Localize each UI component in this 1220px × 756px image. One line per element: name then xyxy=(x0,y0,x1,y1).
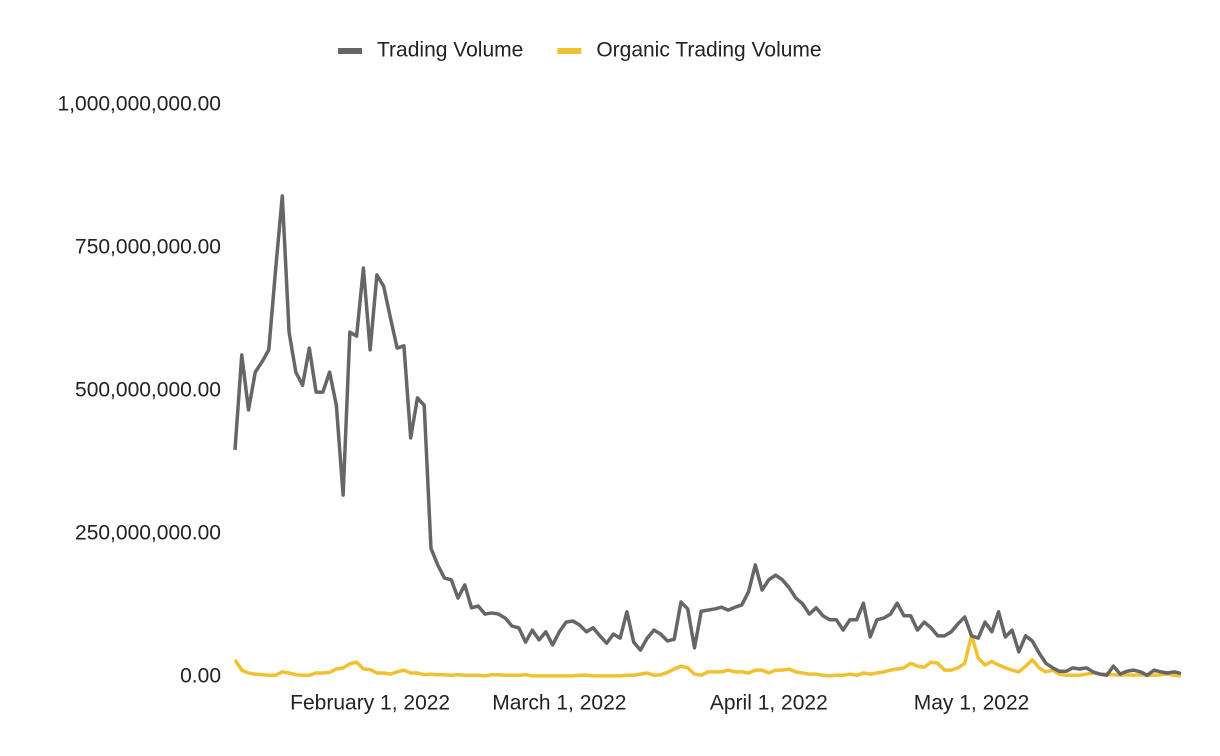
legend-label: Trading Volume xyxy=(377,39,523,62)
y-tick-label: 500,000,000.00 xyxy=(75,379,221,402)
x-tick-label: March 1, 2022 xyxy=(492,692,626,715)
y-tick-label: 750,000,000.00 xyxy=(75,236,221,259)
y-tick-label: 0.00 xyxy=(180,665,221,688)
y-tick-label: 250,000,000.00 xyxy=(75,522,221,545)
series-line xyxy=(233,194,1182,678)
x-tick-label: April 1, 2022 xyxy=(710,692,828,715)
y-tick-label: 1,000,000,000.00 xyxy=(58,93,222,116)
legend-label: Organic Trading Volume xyxy=(596,39,821,62)
x-tick-label: May 1, 2022 xyxy=(914,692,1030,715)
x-tick-label: February 1, 2022 xyxy=(290,692,450,715)
series-line xyxy=(233,633,1182,678)
